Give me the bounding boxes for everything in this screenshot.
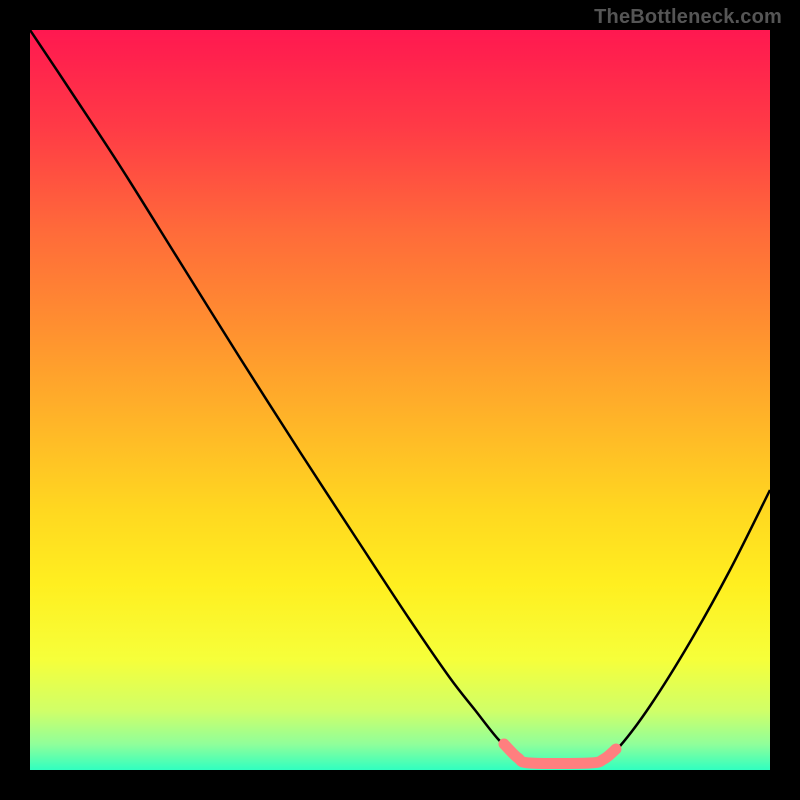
gradient-background	[30, 30, 770, 770]
plot-area	[30, 30, 770, 770]
chart-frame: TheBottleneck.com	[0, 0, 800, 800]
watermark-text: TheBottleneck.com	[594, 6, 782, 29]
chart-svg	[30, 30, 770, 770]
